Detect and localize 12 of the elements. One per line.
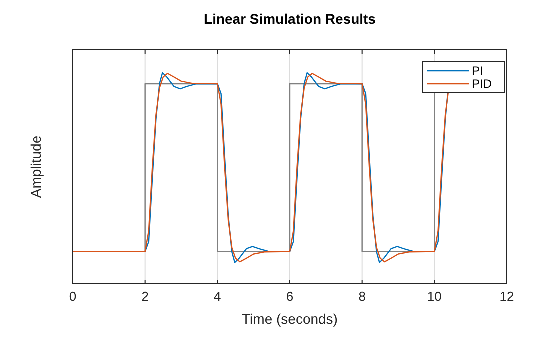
- x-tick-label: 0: [69, 289, 77, 304]
- y-axis-title: Amplitude: [28, 136, 44, 198]
- legend-label: PID: [472, 77, 492, 91]
- legend-label: PI: [472, 64, 484, 78]
- x-tick-label: 6: [286, 289, 294, 304]
- x-tick-label: 2: [142, 289, 149, 304]
- x-tick-label: 4: [214, 289, 222, 304]
- x-tick-label: 10: [427, 289, 442, 304]
- x-tick-label: 12: [500, 289, 514, 304]
- x-tick-label: 8: [358, 289, 366, 304]
- x-axis-title: Time (seconds): [242, 311, 338, 327]
- chart-title: Linear Simulation Results: [204, 11, 376, 27]
